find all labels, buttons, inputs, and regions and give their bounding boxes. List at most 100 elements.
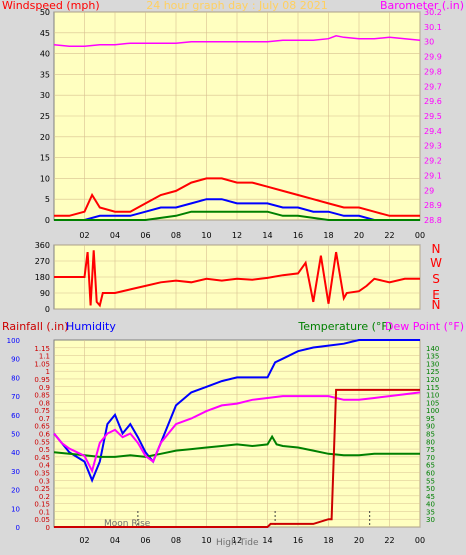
rainfall-axis-label: Rainfall (.in)	[2, 320, 69, 333]
series-wind-low	[54, 210, 420, 221]
rainfall-tick-0.1: 0.1	[39, 508, 50, 516]
wind-baro-series	[53, 35, 421, 221]
th-xtick-16-7: 16	[293, 536, 303, 545]
rainfall-tick-0.6: 0.6	[39, 431, 51, 439]
humidity-tick-40: 40	[11, 449, 20, 457]
th-xtick-20-9: 20	[354, 536, 364, 545]
windspeed-tick-0: 0	[45, 216, 50, 225]
humidity-tick-30: 30	[11, 468, 20, 476]
wind-baro-ticks: 0 5 10 15 20 25 30 35 40 45 50 28.8 28.9 29 29.1 29.2 29…	[40, 8, 442, 240]
humidity-tick-0: 0	[16, 524, 20, 532]
rainfall-tick-0.3: 0.3	[39, 477, 50, 485]
temp-humidity-ticks: 010203040506070809010000.050.10.150.20.2…	[7, 337, 440, 545]
barometer-axis-label: Barometer (.in)	[380, 0, 464, 12]
th-xtick-00-11: 00	[415, 536, 425, 545]
temp-tick-55: 55	[426, 477, 435, 485]
dewpoint-axis-label: Dew Point (°F)	[385, 320, 464, 333]
series-rainfall	[54, 388, 420, 528]
wb-xtick-10-4: 10	[201, 231, 211, 240]
temp-tick-70: 70	[426, 454, 435, 462]
wb-xtick-02-0: 02	[79, 231, 89, 240]
barometer-tick-29.3: 29.3	[424, 142, 442, 151]
barometer-tick-29.5: 29.5	[424, 112, 442, 121]
wb-xtick-06-2: 06	[140, 231, 150, 240]
temp-tick-110: 110	[426, 392, 439, 400]
temp-tick-50: 50	[426, 485, 435, 493]
temp-humidity-panel: 010203040506070809010000.050.10.150.20.2…	[2, 320, 464, 548]
compass-label-W-1: W	[430, 256, 442, 270]
windspeed-tick-40: 40	[40, 50, 50, 59]
temp-tick-90: 90	[426, 423, 435, 431]
rainfall-tick-0.7: 0.7	[39, 415, 50, 423]
compass-label-N-4: N	[432, 298, 441, 312]
th-xtick-02-0: 02	[79, 536, 89, 545]
rainfall-tick-0.4: 0.4	[39, 462, 51, 470]
series-temperature	[53, 434, 420, 458]
temp-humidity-series	[53, 339, 421, 528]
rainfall-tick-1.15: 1.15	[34, 345, 50, 353]
th-xtick-22-10: 22	[384, 536, 394, 545]
th-xtick-14-6: 14	[262, 536, 272, 545]
wind-direction-series	[54, 250, 420, 308]
windspeed-tick-10: 10	[40, 174, 50, 183]
wb-xtick-22-10: 22	[384, 231, 394, 240]
th-xtick-18-8: 18	[323, 536, 333, 545]
temp-tick-100: 100	[426, 407, 439, 415]
rainfall-tick-0: 0	[46, 524, 50, 532]
temp-tick-40: 40	[426, 501, 435, 509]
barometer-tick-28.9: 28.9	[424, 201, 442, 210]
rainfall-tick-0.85: 0.85	[34, 392, 50, 400]
rainfall-tick-0.65: 0.65	[34, 423, 50, 431]
temp-tick-35: 35	[426, 508, 435, 516]
series-direction	[54, 250, 420, 308]
temp-tick-85: 85	[426, 431, 435, 439]
moon-rise-annotation: Moon Rise	[104, 519, 151, 529]
series-humidity	[53, 339, 420, 483]
th-xtick-06-2: 06	[140, 536, 150, 545]
rainfall-tick-0.95: 0.95	[34, 376, 50, 384]
wind-baro-grid	[54, 11, 421, 221]
barometer-tick-30.1: 30.1	[424, 23, 442, 32]
windspeed-tick-35: 35	[40, 70, 50, 79]
barometer-tick-30: 30	[424, 38, 434, 47]
temp-tick-135: 135	[426, 353, 439, 361]
humidity-tick-10: 10	[11, 505, 20, 513]
windspeed-tick-25: 25	[40, 112, 50, 121]
windspeed-tick-20: 20	[40, 133, 50, 142]
th-xtick-10-4: 10	[201, 536, 211, 545]
rainfall-tick-0.45: 0.45	[34, 454, 50, 462]
rainfall-tick-1: 1	[46, 368, 50, 376]
series-wind-avg	[54, 198, 420, 221]
barometer-tick-28.8: 28.8	[424, 216, 442, 225]
rainfall-tick-0.5: 0.5	[39, 446, 50, 454]
temp-tick-125: 125	[426, 368, 439, 376]
rainfall-tick-0.35: 0.35	[34, 469, 50, 477]
barometer-tick-29.6: 29.6	[424, 97, 442, 106]
wb-xtick-14-6: 14	[262, 231, 272, 240]
barometer-tick-29: 29	[424, 186, 434, 195]
rainfall-tick-0.9: 0.9	[39, 384, 50, 392]
rainfall-tick-0.15: 0.15	[34, 501, 50, 509]
rainfall-tick-0.25: 0.25	[34, 485, 50, 493]
humidity-tick-100: 100	[7, 337, 20, 345]
series-dew-point	[53, 391, 421, 474]
direction-tick-270: 270	[35, 257, 50, 266]
th-xtick-04-1: 04	[110, 536, 120, 545]
humidity-tick-90: 90	[11, 356, 20, 364]
rainfall-tick-0.55: 0.55	[34, 438, 50, 446]
compass-label-S-2: S	[432, 272, 440, 286]
humidity-tick-50: 50	[11, 431, 20, 439]
wb-xtick-20-9: 20	[354, 231, 364, 240]
rainfall-tick-0.05: 0.05	[34, 516, 50, 524]
temp-tick-60: 60	[426, 469, 435, 477]
barometer-tick-29.4: 29.4	[424, 127, 442, 136]
humidity-tick-80: 80	[11, 374, 20, 382]
compass-label-N-0: N	[432, 242, 441, 256]
th-xtick-08-3: 08	[171, 536, 181, 545]
humidity-axis-label: Humidity	[66, 320, 116, 333]
wb-xtick-04-1: 04	[110, 231, 120, 240]
temp-tick-115: 115	[426, 384, 439, 392]
temp-tick-130: 130	[426, 360, 439, 368]
